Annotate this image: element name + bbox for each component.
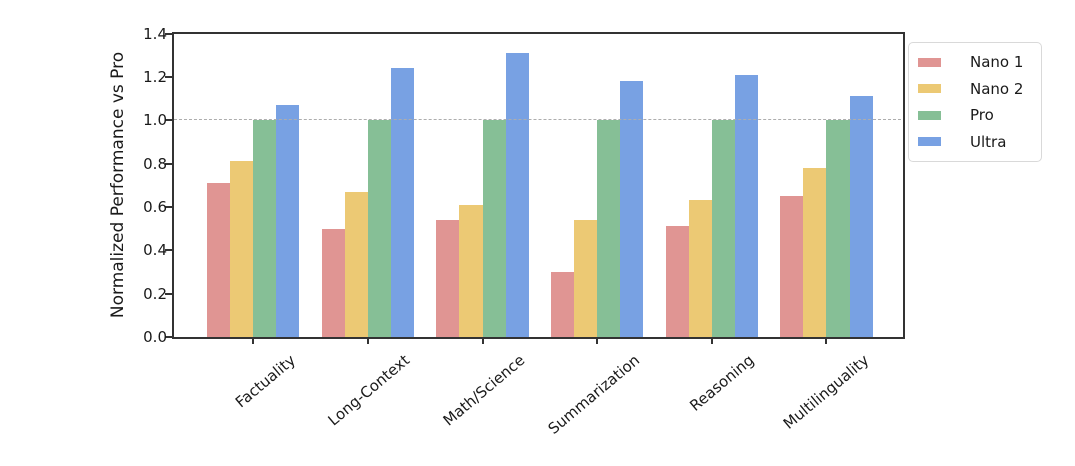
legend-item-ultra: Ultra: [909, 129, 1041, 156]
x-tick-mark: [596, 337, 599, 344]
legend-label: Nano 1: [970, 53, 1024, 72]
y-tick-mark: [165, 162, 172, 165]
bar-nano1-long-context: [321, 228, 345, 337]
legend-swatch-icon: [918, 110, 941, 120]
y-tick-mark: [165, 32, 172, 35]
legend-item-pro: Pro: [909, 102, 1041, 129]
x-tick-label: Factuality: [231, 351, 299, 412]
y-tick-mark: [165, 292, 172, 295]
bar-ultra-multilinguality: [849, 96, 873, 337]
legend-label: Nano 2: [970, 79, 1024, 98]
bar-nano1-factuality: [207, 183, 231, 337]
bar-pro-long-context: [367, 120, 392, 337]
legend-item-nano-2: Nano 2: [909, 76, 1041, 103]
x-tick-label: Long-Context: [324, 351, 414, 430]
bar-nano2-factuality: [230, 161, 254, 337]
x-tick-label: Reasoning: [686, 351, 758, 415]
bar-pro-multilinguality: [826, 120, 850, 337]
x-tick-mark: [481, 337, 484, 344]
y-tick-label: 0.4: [143, 241, 167, 260]
legend-item-nano-1: Nano 1: [909, 49, 1041, 76]
y-tick-label: 0.2: [143, 284, 167, 303]
y-tick-mark: [165, 75, 172, 78]
bar-ultra-factuality: [276, 105, 300, 337]
legend-swatch-icon: [918, 84, 941, 94]
y-tick-mark: [165, 249, 172, 252]
y-tick-label: 0.6: [143, 197, 167, 216]
legend-swatch-icon: [918, 57, 941, 67]
legend-swatch-icon: [918, 137, 941, 147]
bar-nano1-reasoning: [665, 226, 689, 337]
bar-ultra-long-context: [391, 68, 415, 337]
y-tick-label: 1.0: [143, 111, 167, 130]
y-tick-label: 0.0: [143, 328, 167, 346]
legend-label: Pro: [970, 106, 994, 125]
bar-nano2-summarization: [574, 219, 598, 337]
y-tick-mark: [165, 119, 172, 122]
bar-nano2-reasoning: [688, 200, 712, 337]
y-tick-label: 0.8: [143, 154, 167, 173]
x-tick-label: Summarization: [544, 351, 643, 438]
bar-pro-summarization: [597, 120, 621, 337]
x-tick-mark: [366, 337, 369, 344]
bar-nano2-multilinguality: [803, 167, 827, 337]
bar-nano2-math-science: [459, 204, 483, 337]
y-tick-mark: [165, 336, 172, 338]
legend: Nano 1 Nano 2 Pro Ultra: [908, 42, 1042, 162]
bar-ultra-summarization: [620, 81, 644, 337]
legend-label: Ultra: [970, 132, 1007, 151]
bar-nano1-multilinguality: [780, 196, 804, 337]
bar-pro-math-science: [482, 120, 506, 337]
x-tick-mark: [252, 337, 255, 344]
bar-nano1-math-science: [436, 219, 460, 337]
bar-nano1-summarization: [550, 271, 575, 337]
y-tick-label: 1.4: [143, 24, 167, 43]
x-tick-label: Math/Science: [439, 351, 529, 430]
y-axis-label: Normalized Performance vs Pro: [108, 51, 128, 319]
bar-pro-factuality: [253, 120, 277, 337]
bar-pro-reasoning: [711, 120, 735, 337]
x-tick-mark: [825, 337, 828, 344]
x-tick-mark: [710, 337, 713, 344]
reference-line: [174, 119, 901, 121]
bar-ultra-math-science: [505, 53, 529, 337]
y-tick-mark: [165, 205, 172, 208]
y-tick-label: 1.2: [143, 67, 167, 86]
x-tick-label: Multilinguality: [779, 351, 873, 433]
bar-nano2-long-context: [344, 191, 368, 337]
bar-ultra-reasoning: [734, 74, 758, 337]
